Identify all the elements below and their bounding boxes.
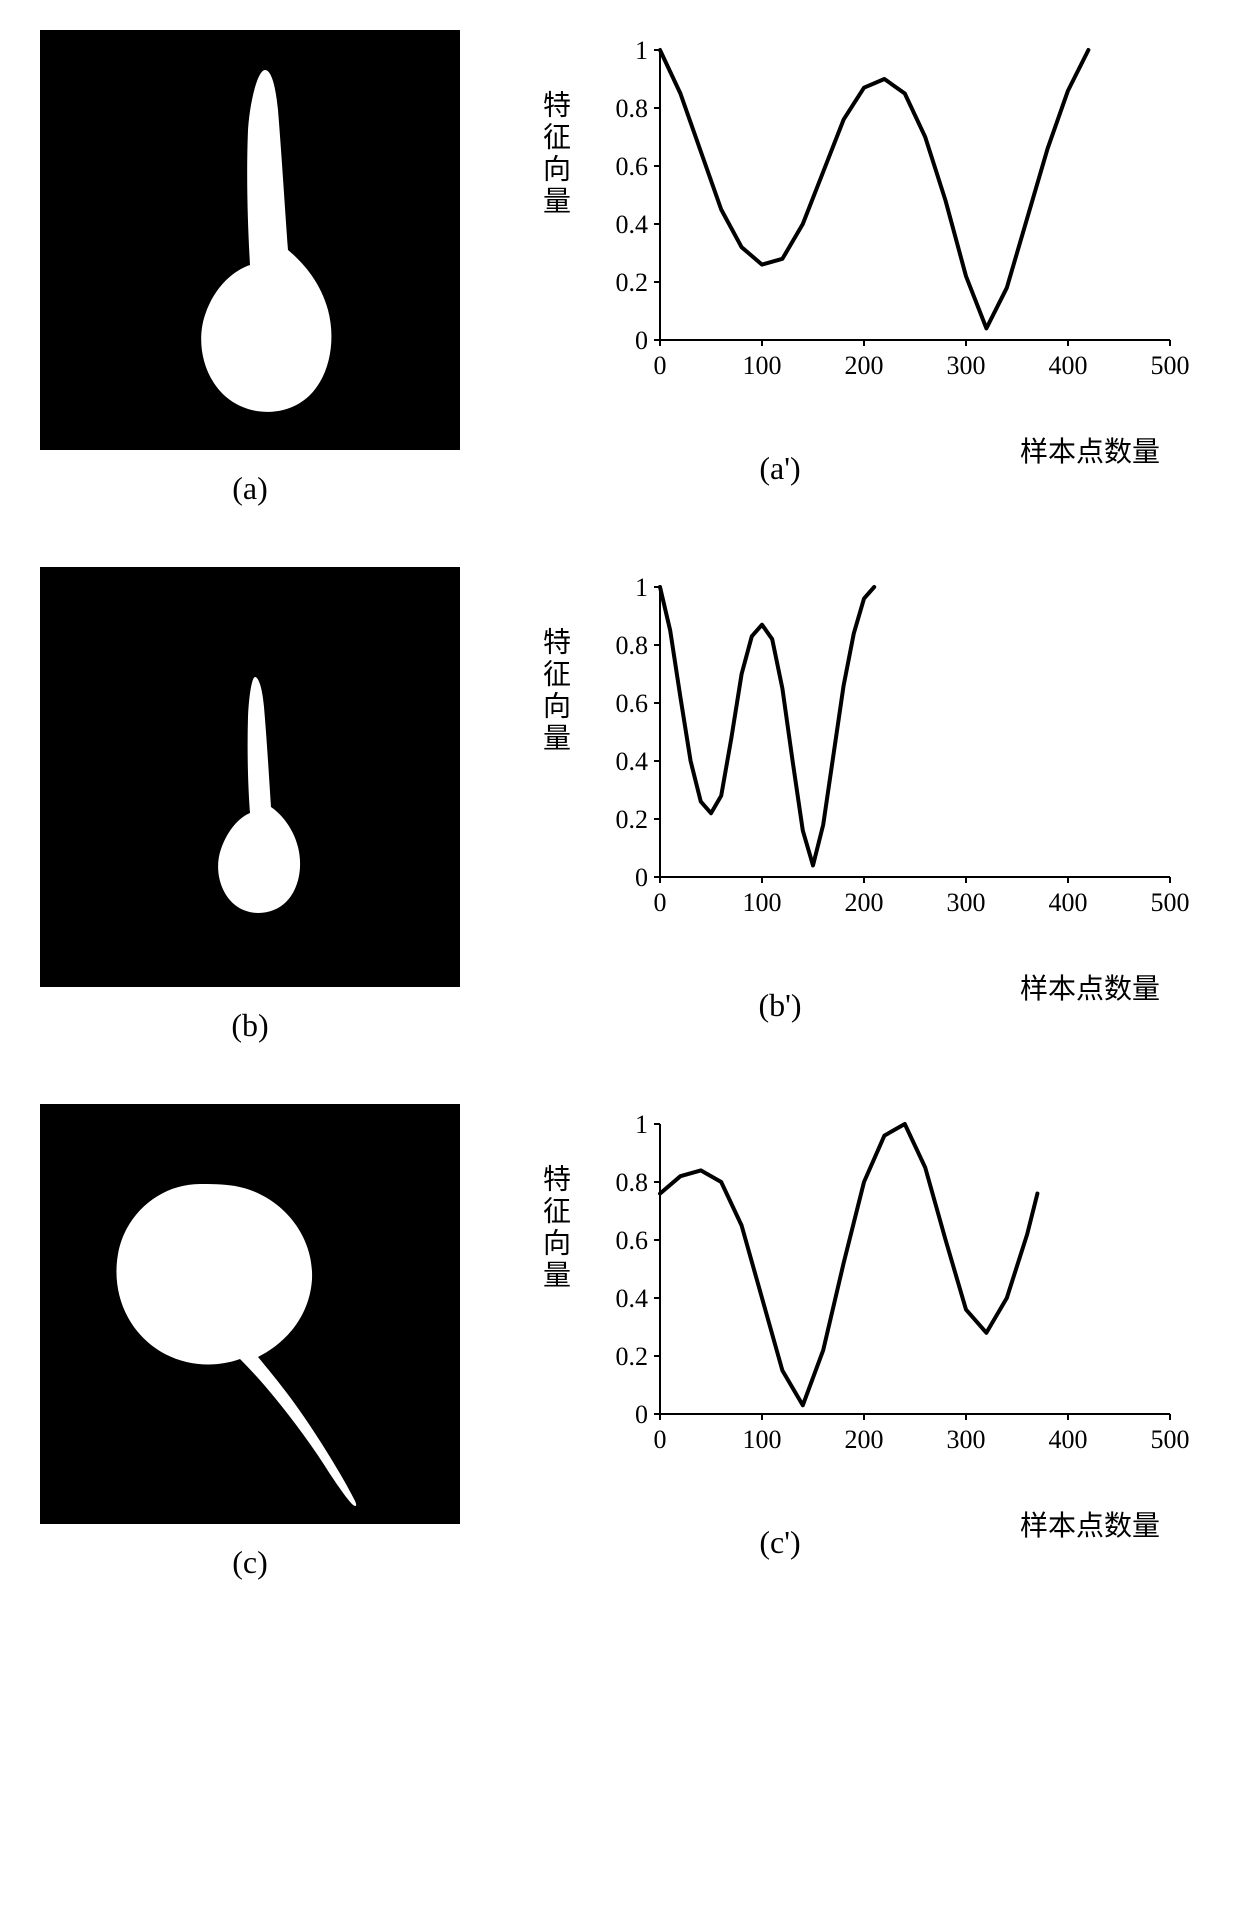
svg-text:0.6: 0.6 [616,1226,649,1255]
svg-text:1: 1 [635,36,648,65]
svg-text:0.4: 0.4 [616,1284,649,1313]
figure-row: (c) 特征向量 0 0.2 0.4 0.6 0.8 1 0 100 200 300 400 500 (c'… [40,1104,1200,1581]
chart-caption: (b') [540,987,1020,1024]
svg-text:0: 0 [654,351,667,380]
svg-text:200: 200 [845,888,884,917]
svg-text:0: 0 [635,1400,648,1429]
svg-text:0.8: 0.8 [616,631,649,660]
svg-text:100: 100 [743,1425,782,1454]
svg-text:0.4: 0.4 [616,747,649,776]
svg-text:0: 0 [635,863,648,892]
svg-text:400: 400 [1049,1425,1088,1454]
shape-image [40,1104,460,1524]
svg-text:0.4: 0.4 [616,210,649,239]
figure-row: (a) 特征向量 0 0.2 0.4 0.6 0.8 1 0 100 200 300 400 500 (a'… [40,30,1200,507]
x-axis-label: 样本点数量 [1020,1504,1160,1544]
svg-text:400: 400 [1049,888,1088,917]
svg-text:0.2: 0.2 [616,805,649,834]
svg-text:0: 0 [654,1425,667,1454]
shape-image [40,30,460,450]
svg-text:300: 300 [947,888,986,917]
chart-container: 特征向量00.20.40.60.810100200300400500 [540,30,1160,430]
chart-panel: 特征向量00.20.40.60.810100200300400500(c')样本… [540,1104,1160,1561]
chart-panel: 特征向量00.20.40.60.810100200300400500(a')样本… [540,30,1160,487]
svg-text:100: 100 [743,888,782,917]
shape-caption: (a) [232,470,268,507]
shape-panel: (a) [40,30,460,507]
svg-text:500: 500 [1151,888,1190,917]
shape-panel: (b) [40,567,460,1044]
svg-text:1: 1 [635,1110,648,1139]
line-chart: 0 0.2 0.4 0.6 0.8 1 0 100 200 300 400 500 [570,30,1190,390]
svg-text:500: 500 [1151,1425,1190,1454]
svg-text:100: 100 [743,351,782,380]
y-axis-label: 特征向量 [540,90,568,218]
line-chart: 0 0.2 0.4 0.6 0.8 1 0 100 200 300 400 500 [570,567,1190,927]
shape-caption: (b) [231,1007,268,1044]
line-chart: 0 0.2 0.4 0.6 0.8 1 0 100 200 300 400 500 [570,1104,1190,1464]
svg-text:200: 200 [845,1425,884,1454]
svg-text:200: 200 [845,351,884,380]
svg-text:0.6: 0.6 [616,152,649,181]
svg-text:1: 1 [635,573,648,602]
svg-text:400: 400 [1049,351,1088,380]
shape-panel: (c) [40,1104,460,1581]
chart-container: 特征向量00.20.40.60.810100200300400500 [540,567,1160,967]
svg-text:0.2: 0.2 [616,1342,649,1371]
shape-caption: (c) [232,1544,268,1581]
chart-caption: (c') [540,1524,1020,1561]
svg-text:0.6: 0.6 [616,689,649,718]
svg-text:0.8: 0.8 [616,94,649,123]
x-axis-label: 样本点数量 [1020,967,1160,1007]
svg-text:0: 0 [635,326,648,355]
shape-image [40,567,460,987]
chart-panel: 特征向量00.20.40.60.810100200300400500(b')样本… [540,567,1160,1024]
y-axis-label: 特征向量 [540,627,568,755]
svg-text:300: 300 [947,1425,986,1454]
svg-text:300: 300 [947,351,986,380]
svg-text:0.8: 0.8 [616,1168,649,1197]
chart-caption: (a') [540,450,1020,487]
figure-row: (b) 特征向量 0 0.2 0.4 0.6 0.8 1 0 100 200 300 400 500 (b'… [40,567,1200,1044]
chart-container: 特征向量00.20.40.60.810100200300400500 [540,1104,1160,1504]
x-axis-label: 样本点数量 [1020,430,1160,470]
svg-text:500: 500 [1151,351,1190,380]
svg-text:0.2: 0.2 [616,268,649,297]
y-axis-label: 特征向量 [540,1164,568,1292]
svg-text:0: 0 [654,888,667,917]
